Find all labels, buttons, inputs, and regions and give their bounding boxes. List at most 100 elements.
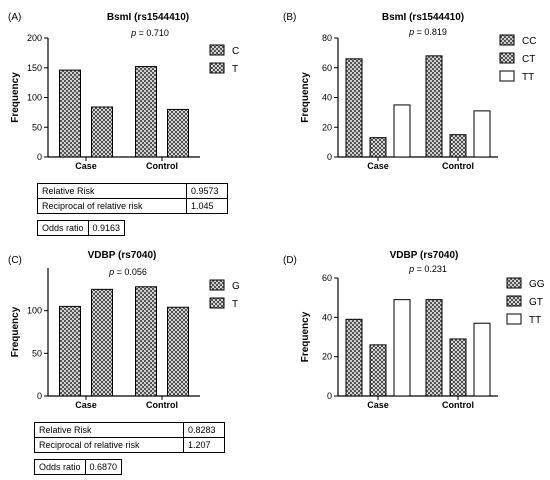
legend-swatch xyxy=(506,295,522,307)
y-tick-label: 0 xyxy=(37,391,42,401)
y-axis-label: Frequency xyxy=(10,72,21,123)
panel-label: (C) xyxy=(8,255,22,266)
chart-panel: (C) VDBP (rs7040) p = 0.056 0 50 100 Frequency… xyxy=(8,250,240,410)
legend-swatch xyxy=(506,313,522,325)
legend-swatch xyxy=(506,277,522,289)
panel-label: (A) xyxy=(8,12,21,23)
legend-label: C xyxy=(232,46,239,57)
legend-swatch xyxy=(499,70,515,82)
odds-row: Odds ratio 0.9163 xyxy=(37,220,126,236)
y-tick-label: 50 xyxy=(32,122,42,132)
y-tick-label: 0 xyxy=(327,391,332,401)
bar xyxy=(425,55,443,158)
y-tick-label: 0 xyxy=(327,152,332,162)
bar xyxy=(91,288,113,397)
stats-value: 0.9573 xyxy=(186,183,228,199)
p-value: p = 0.231 xyxy=(408,264,447,274)
stats-row: Reciprocal of relative risk 1.207 xyxy=(34,437,225,453)
legend-swatch xyxy=(209,279,225,291)
x-tick-label: Control xyxy=(442,161,474,171)
bar xyxy=(369,344,387,397)
charts-root: (A) BsmI (rs1544410)p = 0.710050100150200… xyxy=(8,12,545,410)
legend-label: TT xyxy=(522,72,534,83)
y-tick-label: 150 xyxy=(27,63,42,73)
legend-label: T xyxy=(232,64,238,75)
stats-table-a: Relative Risk 0.9573 Reciprocal of relat… xyxy=(37,183,228,214)
y-tick-label: 60 xyxy=(322,273,332,283)
p-value: p = 0.056 xyxy=(108,267,147,277)
y-tick-label: 40 xyxy=(322,93,332,103)
panel-label: (D) xyxy=(283,255,297,266)
odds-row: Odds ratio 0.6870 xyxy=(34,459,123,475)
legend-label: GG xyxy=(529,279,545,290)
y-tick-label: 20 xyxy=(322,352,332,362)
odds-table-c: Odds ratio 0.6870 xyxy=(34,459,123,475)
bar xyxy=(59,305,81,397)
bar xyxy=(449,134,467,158)
bar xyxy=(91,106,113,158)
p-value-number: = 0.819 xyxy=(414,27,447,37)
stats-label: Relative Risk xyxy=(34,422,184,438)
bar xyxy=(393,299,411,397)
p-value-number: = 0.231 xyxy=(414,264,447,274)
x-tick-label: Case xyxy=(367,400,389,410)
bar xyxy=(393,104,411,158)
y-tick-label: 100 xyxy=(27,93,42,103)
chart-title: VDBP (rs7040) xyxy=(390,250,459,261)
bar xyxy=(135,66,157,158)
bar xyxy=(167,108,189,158)
legend-swatch xyxy=(499,52,515,64)
legend-swatch xyxy=(209,44,225,56)
bar xyxy=(59,69,81,158)
stats-value: 1.207 xyxy=(183,437,225,453)
stats-value: 1.045 xyxy=(186,198,228,214)
y-tick-label: 100 xyxy=(27,306,42,316)
odds-value: 0.9163 xyxy=(87,220,126,236)
odds-label: Odds ratio xyxy=(37,220,89,236)
y-tick-label: 60 xyxy=(322,63,332,73)
stats-table-c: Relative Risk 0.8283 Reciprocal of relat… xyxy=(34,422,225,453)
p-value-symbol: p xyxy=(130,28,136,38)
p-value-symbol: p xyxy=(108,267,114,277)
p-value: p = 0.710 xyxy=(130,28,169,38)
y-tick-label: 20 xyxy=(322,122,332,132)
stats-row: Relative Risk 0.9573 xyxy=(37,183,228,199)
y-axis-label: Frequency xyxy=(300,311,311,362)
bar xyxy=(425,299,443,397)
legend-label: CC xyxy=(522,36,536,47)
legend-swatch xyxy=(209,297,225,309)
stats-label: Reciprocal of relative risk xyxy=(37,198,187,214)
legend-label: TT xyxy=(529,315,541,326)
chart-panel: (A) BsmI (rs1544410) p = 0.710 0 50 100 150 200… xyxy=(8,12,239,171)
stats-row: Reciprocal of relative risk 1.045 xyxy=(37,198,228,214)
p-value-number: = 0.056 xyxy=(114,267,147,277)
odds-table-a: Odds ratio 0.9163 xyxy=(37,220,126,236)
x-tick-label: Case xyxy=(367,161,389,171)
x-tick-label: Control xyxy=(146,400,178,410)
p-value-number: = 0.710 xyxy=(136,28,169,38)
bar xyxy=(167,306,189,397)
y-tick-label: 40 xyxy=(322,312,332,322)
x-tick-label: Case xyxy=(75,161,97,171)
legend-label: T xyxy=(232,299,238,310)
chart-panel: (D) VDBP (rs7040) p = 0.231 0 20 40 60 Frequenc… xyxy=(283,250,545,410)
odds-label: Odds ratio xyxy=(34,459,86,475)
stats-label: Relative Risk xyxy=(37,183,187,199)
y-tick-label: 200 xyxy=(27,33,42,43)
bar xyxy=(369,137,387,158)
chart-title: BsmI (rs1544410) xyxy=(382,12,464,23)
bar xyxy=(345,318,363,397)
odds-value: 0.6870 xyxy=(84,459,123,475)
y-tick-label: 80 xyxy=(322,33,332,43)
legend-label: G xyxy=(232,281,240,292)
legend-swatch xyxy=(499,34,515,46)
legend-label: GT xyxy=(529,297,543,308)
y-axis-label: Frequency xyxy=(300,72,311,123)
bar xyxy=(449,338,467,397)
stats-value: 0.8283 xyxy=(183,422,225,438)
p-value: p = 0.819 xyxy=(408,27,447,37)
p-value-symbol: p xyxy=(408,264,414,274)
bar xyxy=(345,58,363,158)
chart-title: VDBP (rs7040) xyxy=(88,250,157,261)
